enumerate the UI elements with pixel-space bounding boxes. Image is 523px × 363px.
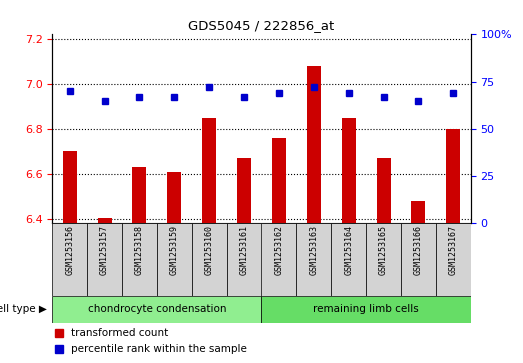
- Bar: [401, 223, 436, 296]
- Text: transformed count: transformed count: [71, 328, 168, 338]
- Text: GSM1253156: GSM1253156: [65, 225, 74, 276]
- Bar: [52, 223, 87, 296]
- Bar: [226, 223, 262, 296]
- Bar: [52, 296, 262, 323]
- Text: GSM1253162: GSM1253162: [275, 225, 283, 276]
- Text: GSM1253157: GSM1253157: [100, 225, 109, 276]
- Bar: [98, 218, 111, 223]
- Bar: [436, 223, 471, 296]
- Bar: [192, 223, 226, 296]
- Bar: [167, 172, 181, 223]
- Text: GSM1253158: GSM1253158: [135, 225, 144, 276]
- Bar: [446, 129, 460, 223]
- Text: percentile rank within the sample: percentile rank within the sample: [71, 344, 247, 354]
- Text: GSM1253164: GSM1253164: [344, 225, 353, 276]
- Text: chondrocyte condensation: chondrocyte condensation: [88, 305, 226, 314]
- Text: GSM1253159: GSM1253159: [170, 225, 179, 276]
- Bar: [262, 296, 471, 323]
- Text: GSM1253167: GSM1253167: [449, 225, 458, 276]
- Text: GSM1253166: GSM1253166: [414, 225, 423, 276]
- Bar: [297, 223, 331, 296]
- Bar: [202, 118, 216, 223]
- Bar: [63, 151, 77, 223]
- Text: remaining limb cells: remaining limb cells: [313, 305, 419, 314]
- Bar: [132, 167, 146, 223]
- Bar: [122, 223, 157, 296]
- Text: GSM1253163: GSM1253163: [309, 225, 319, 276]
- Bar: [272, 138, 286, 223]
- Bar: [307, 66, 321, 223]
- Bar: [262, 223, 297, 296]
- Bar: [366, 223, 401, 296]
- Bar: [157, 223, 192, 296]
- Bar: [342, 118, 356, 223]
- Text: GSM1253165: GSM1253165: [379, 225, 388, 276]
- Bar: [412, 201, 425, 223]
- Title: GDS5045 / 222856_at: GDS5045 / 222856_at: [188, 19, 335, 32]
- Text: GSM1253161: GSM1253161: [240, 225, 248, 276]
- Bar: [331, 223, 366, 296]
- Bar: [237, 158, 251, 223]
- Text: cell type ▶: cell type ▶: [0, 305, 47, 314]
- Bar: [87, 223, 122, 296]
- Bar: [377, 158, 391, 223]
- Text: GSM1253160: GSM1253160: [204, 225, 214, 276]
